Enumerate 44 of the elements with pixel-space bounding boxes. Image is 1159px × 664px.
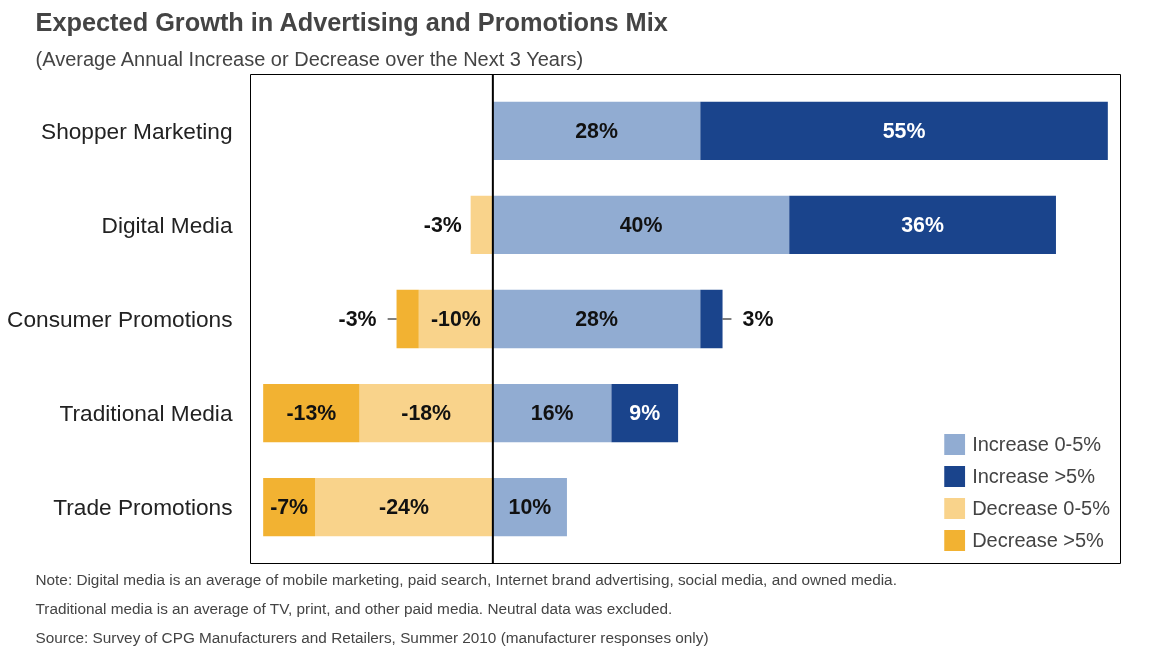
data-label: 28%	[575, 118, 618, 143]
data-label: -10%	[430, 307, 481, 331]
bar	[700, 101, 1108, 161]
data-label: 28%	[575, 307, 618, 331]
bar	[492, 101, 701, 161]
y-tick-label: Trade Promotions	[53, 494, 233, 521]
bar	[492, 195, 790, 255]
data-label: 16%	[530, 401, 574, 426]
bar	[700, 289, 723, 349]
data-label: -7%	[270, 495, 309, 520]
source-note: Source: Survey of CPG Manufacturers and Retailers, Summer 2010 (manufacturer responses only)	[35, 628, 709, 646]
data-label: -24%	[379, 495, 429, 520]
bar	[263, 383, 360, 443]
data-label: 3%	[742, 307, 774, 331]
legend-label: Increase 0-5%	[972, 432, 1102, 456]
data-label: 55%	[882, 118, 926, 143]
data-label: 40%	[619, 212, 663, 237]
data-label: -3%	[338, 307, 377, 331]
legend-label: Decrease >5%	[972, 528, 1104, 552]
bar	[396, 289, 419, 349]
data-label: -13%	[286, 401, 337, 426]
legend-label: Decrease 0-5%	[972, 496, 1110, 520]
chart-title: Expected Growth in Advertising and Promotions Mix	[35, 7, 668, 36]
data-label: 36%	[901, 212, 944, 237]
bar	[789, 195, 1056, 255]
bar	[315, 477, 493, 537]
y-tick-label: Consumer Promotions	[7, 306, 233, 332]
legend-label: Increase >5%	[972, 464, 1096, 488]
data-label: -18%	[401, 401, 452, 426]
bar	[492, 289, 701, 349]
bar	[492, 383, 612, 443]
y-tick-label: Digital Media	[101, 211, 233, 238]
bar	[263, 477, 316, 537]
data-label: 9%	[629, 401, 661, 426]
chart-subtitle: (Average Annual Increase or Decrease over the Next 3 Years)	[35, 47, 584, 70]
bar	[611, 383, 679, 443]
bar	[470, 195, 493, 255]
text: Traditional media is an average of TV, print, and other paid media. Neutral data was excluded.	[35, 599, 673, 617]
y-tick-label: Traditional Media	[59, 400, 233, 427]
bar	[359, 383, 493, 443]
y-tick-label: Shopper Marketing	[41, 117, 233, 144]
text: Note: Digital media is an average of mobile marketing, paid search, Internet brand advertising, social media, and owned media.	[35, 570, 897, 588]
data-label: -3%	[423, 212, 462, 237]
data-label: 10%	[508, 495, 552, 520]
